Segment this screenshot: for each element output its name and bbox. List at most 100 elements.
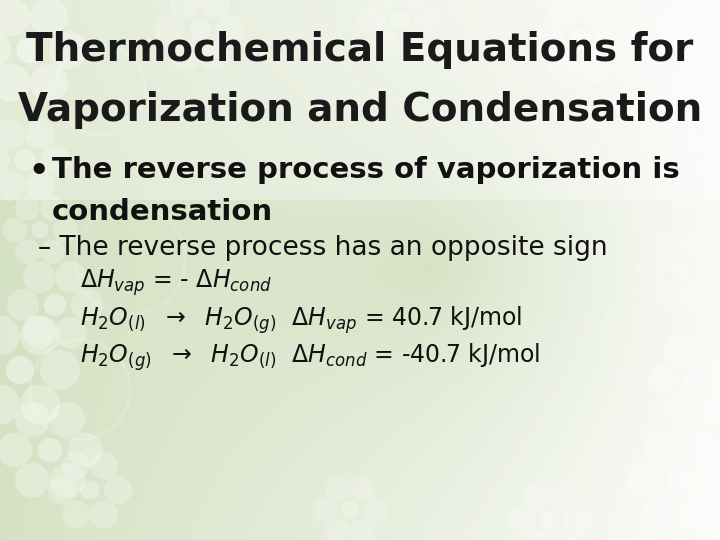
Circle shape <box>0 64 30 102</box>
Circle shape <box>637 43 672 78</box>
Text: $\Delta H_{vap}$ = - $\Delta H_{cond}$: $\Delta H_{vap}$ = - $\Delta H_{cond}$ <box>80 268 272 298</box>
Circle shape <box>548 0 580 28</box>
Circle shape <box>708 43 720 78</box>
Circle shape <box>569 29 591 51</box>
Circle shape <box>350 476 375 501</box>
Text: The reverse process of vaporization is: The reverse process of vaporization is <box>52 156 680 184</box>
Circle shape <box>0 171 25 201</box>
Circle shape <box>20 315 60 355</box>
Circle shape <box>40 145 70 175</box>
Circle shape <box>325 519 350 540</box>
Circle shape <box>37 438 62 462</box>
Circle shape <box>6 356 34 384</box>
Circle shape <box>170 0 200 19</box>
Circle shape <box>522 482 550 510</box>
Circle shape <box>690 159 711 180</box>
Circle shape <box>104 476 132 504</box>
Circle shape <box>680 280 708 308</box>
FancyBboxPatch shape <box>0 0 720 200</box>
Circle shape <box>652 232 680 260</box>
Text: $H_2O_{(l)}$  $\rightarrow$  $H_2O_{(g)}$  $\Delta H_{vap}$ = 40.7 kJ/mol: $H_2O_{(l)}$ $\rightarrow$ $H_2O_{(g)}$ … <box>80 304 522 336</box>
Circle shape <box>680 232 708 260</box>
Circle shape <box>700 181 720 211</box>
Circle shape <box>25 171 55 201</box>
Text: Thermochemical Equations for: Thermochemical Equations for <box>27 31 693 69</box>
Circle shape <box>680 493 716 529</box>
Circle shape <box>700 129 720 159</box>
Circle shape <box>670 260 690 280</box>
Circle shape <box>0 384 20 424</box>
Circle shape <box>170 41 200 71</box>
Circle shape <box>690 73 720 108</box>
Circle shape <box>200 41 230 71</box>
Circle shape <box>30 64 68 102</box>
Circle shape <box>90 452 118 480</box>
Circle shape <box>23 261 55 293</box>
Circle shape <box>550 482 578 510</box>
Circle shape <box>644 493 680 529</box>
Circle shape <box>626 462 662 498</box>
Circle shape <box>663 392 695 424</box>
Circle shape <box>215 15 245 45</box>
Circle shape <box>200 0 230 19</box>
Circle shape <box>341 501 359 519</box>
Circle shape <box>17 37 43 63</box>
Circle shape <box>596 24 628 56</box>
Circle shape <box>667 468 693 492</box>
Circle shape <box>53 218 78 242</box>
Circle shape <box>715 155 720 185</box>
Circle shape <box>550 530 578 540</box>
Circle shape <box>44 294 66 316</box>
Circle shape <box>40 350 80 390</box>
Circle shape <box>0 31 11 69</box>
Circle shape <box>62 452 90 480</box>
Circle shape <box>15 402 50 437</box>
Circle shape <box>638 256 666 284</box>
Circle shape <box>414 6 442 34</box>
Circle shape <box>30 0 68 36</box>
Circle shape <box>31 221 49 239</box>
Circle shape <box>695 336 720 368</box>
Circle shape <box>670 181 700 211</box>
Circle shape <box>90 500 118 528</box>
Circle shape <box>711 364 720 396</box>
Circle shape <box>155 15 185 45</box>
Circle shape <box>540 510 560 530</box>
Circle shape <box>670 129 700 159</box>
Circle shape <box>312 497 338 523</box>
Circle shape <box>40 196 65 221</box>
Text: $H_2O_{(g)}$  $\rightarrow$  $H_2O_{(l)}$  $\Delta H_{cond}$ = -40.7 kJ/mol: $H_2O_{(g)}$ $\rightarrow$ $H_2O_{(l)}$ … <box>80 341 541 373</box>
Text: Vaporization and Condensation: Vaporization and Condensation <box>18 91 702 129</box>
Circle shape <box>698 462 720 498</box>
Circle shape <box>580 52 612 84</box>
Circle shape <box>400 0 428 10</box>
Circle shape <box>50 402 85 437</box>
Circle shape <box>390 10 410 30</box>
Circle shape <box>652 280 680 308</box>
Circle shape <box>49 31 87 69</box>
Circle shape <box>678 48 702 72</box>
Circle shape <box>7 289 39 321</box>
Circle shape <box>23 317 55 349</box>
Circle shape <box>14 150 35 171</box>
Circle shape <box>694 256 720 284</box>
Circle shape <box>80 480 100 500</box>
Circle shape <box>663 336 695 368</box>
Circle shape <box>25 119 55 149</box>
Circle shape <box>2 218 27 242</box>
Circle shape <box>350 519 375 540</box>
Circle shape <box>680 431 716 467</box>
Circle shape <box>189 19 210 40</box>
Circle shape <box>68 433 102 468</box>
Circle shape <box>644 431 680 467</box>
Circle shape <box>0 119 25 149</box>
Circle shape <box>372 30 400 58</box>
Text: – The reverse process has an opposite sign: – The reverse process has an opposite si… <box>38 235 608 261</box>
Circle shape <box>20 384 60 424</box>
Circle shape <box>548 52 580 84</box>
Circle shape <box>55 261 87 293</box>
Circle shape <box>15 463 50 498</box>
Circle shape <box>690 12 720 47</box>
Circle shape <box>358 6 386 34</box>
Circle shape <box>684 369 706 391</box>
